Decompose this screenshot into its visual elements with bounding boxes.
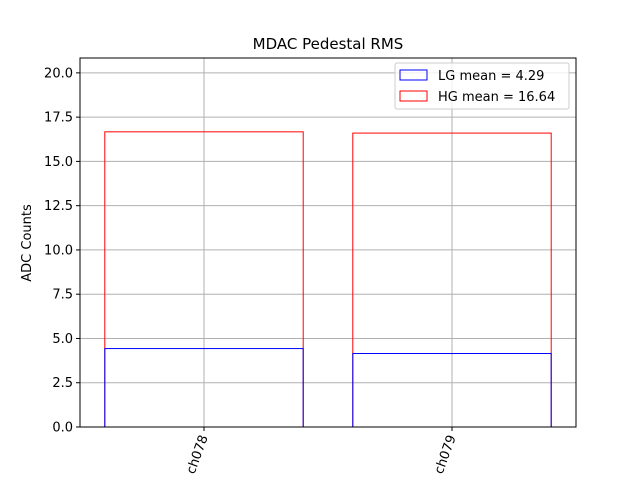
legend-label-hg: HG mean = 16.64 <box>438 90 555 105</box>
y-tick-label: 2.5 <box>52 376 73 391</box>
y-tick-label: 12.5 <box>44 199 73 214</box>
x-tick-label: ch079 <box>432 433 460 476</box>
y-tick-label: 10.0 <box>44 243 73 258</box>
x-tick-label: ch078 <box>184 433 212 476</box>
grid <box>80 58 576 428</box>
y-tick-label: 20.0 <box>44 66 73 81</box>
y-tick-label: 17.5 <box>44 111 73 126</box>
legend-label-lg: LG mean = 4.29 <box>438 69 544 84</box>
y-tick-label: 15.0 <box>44 155 73 170</box>
legend-box <box>394 62 570 110</box>
axes: 0.0 2.5 5.0 7.5 10.0 12.5 15.0 17.5 20.0 ch078 ch0… <box>44 57 577 476</box>
y-tick-label: 7.5 <box>52 288 73 303</box>
y-tick-label: 0.0 <box>52 421 73 436</box>
chart-title: MDAC Pedestal RMS <box>253 35 404 53</box>
legend-swatch-lg <box>399 69 428 81</box>
plot-frame <box>79 57 577 428</box>
legend-swatch-hg <box>399 90 428 102</box>
legend: LG mean = 4.29 HG mean = 16.64 <box>394 62 570 110</box>
y-tick-label: 5.0 <box>52 332 73 347</box>
y-axis-label: ADC Counts <box>20 204 35 282</box>
